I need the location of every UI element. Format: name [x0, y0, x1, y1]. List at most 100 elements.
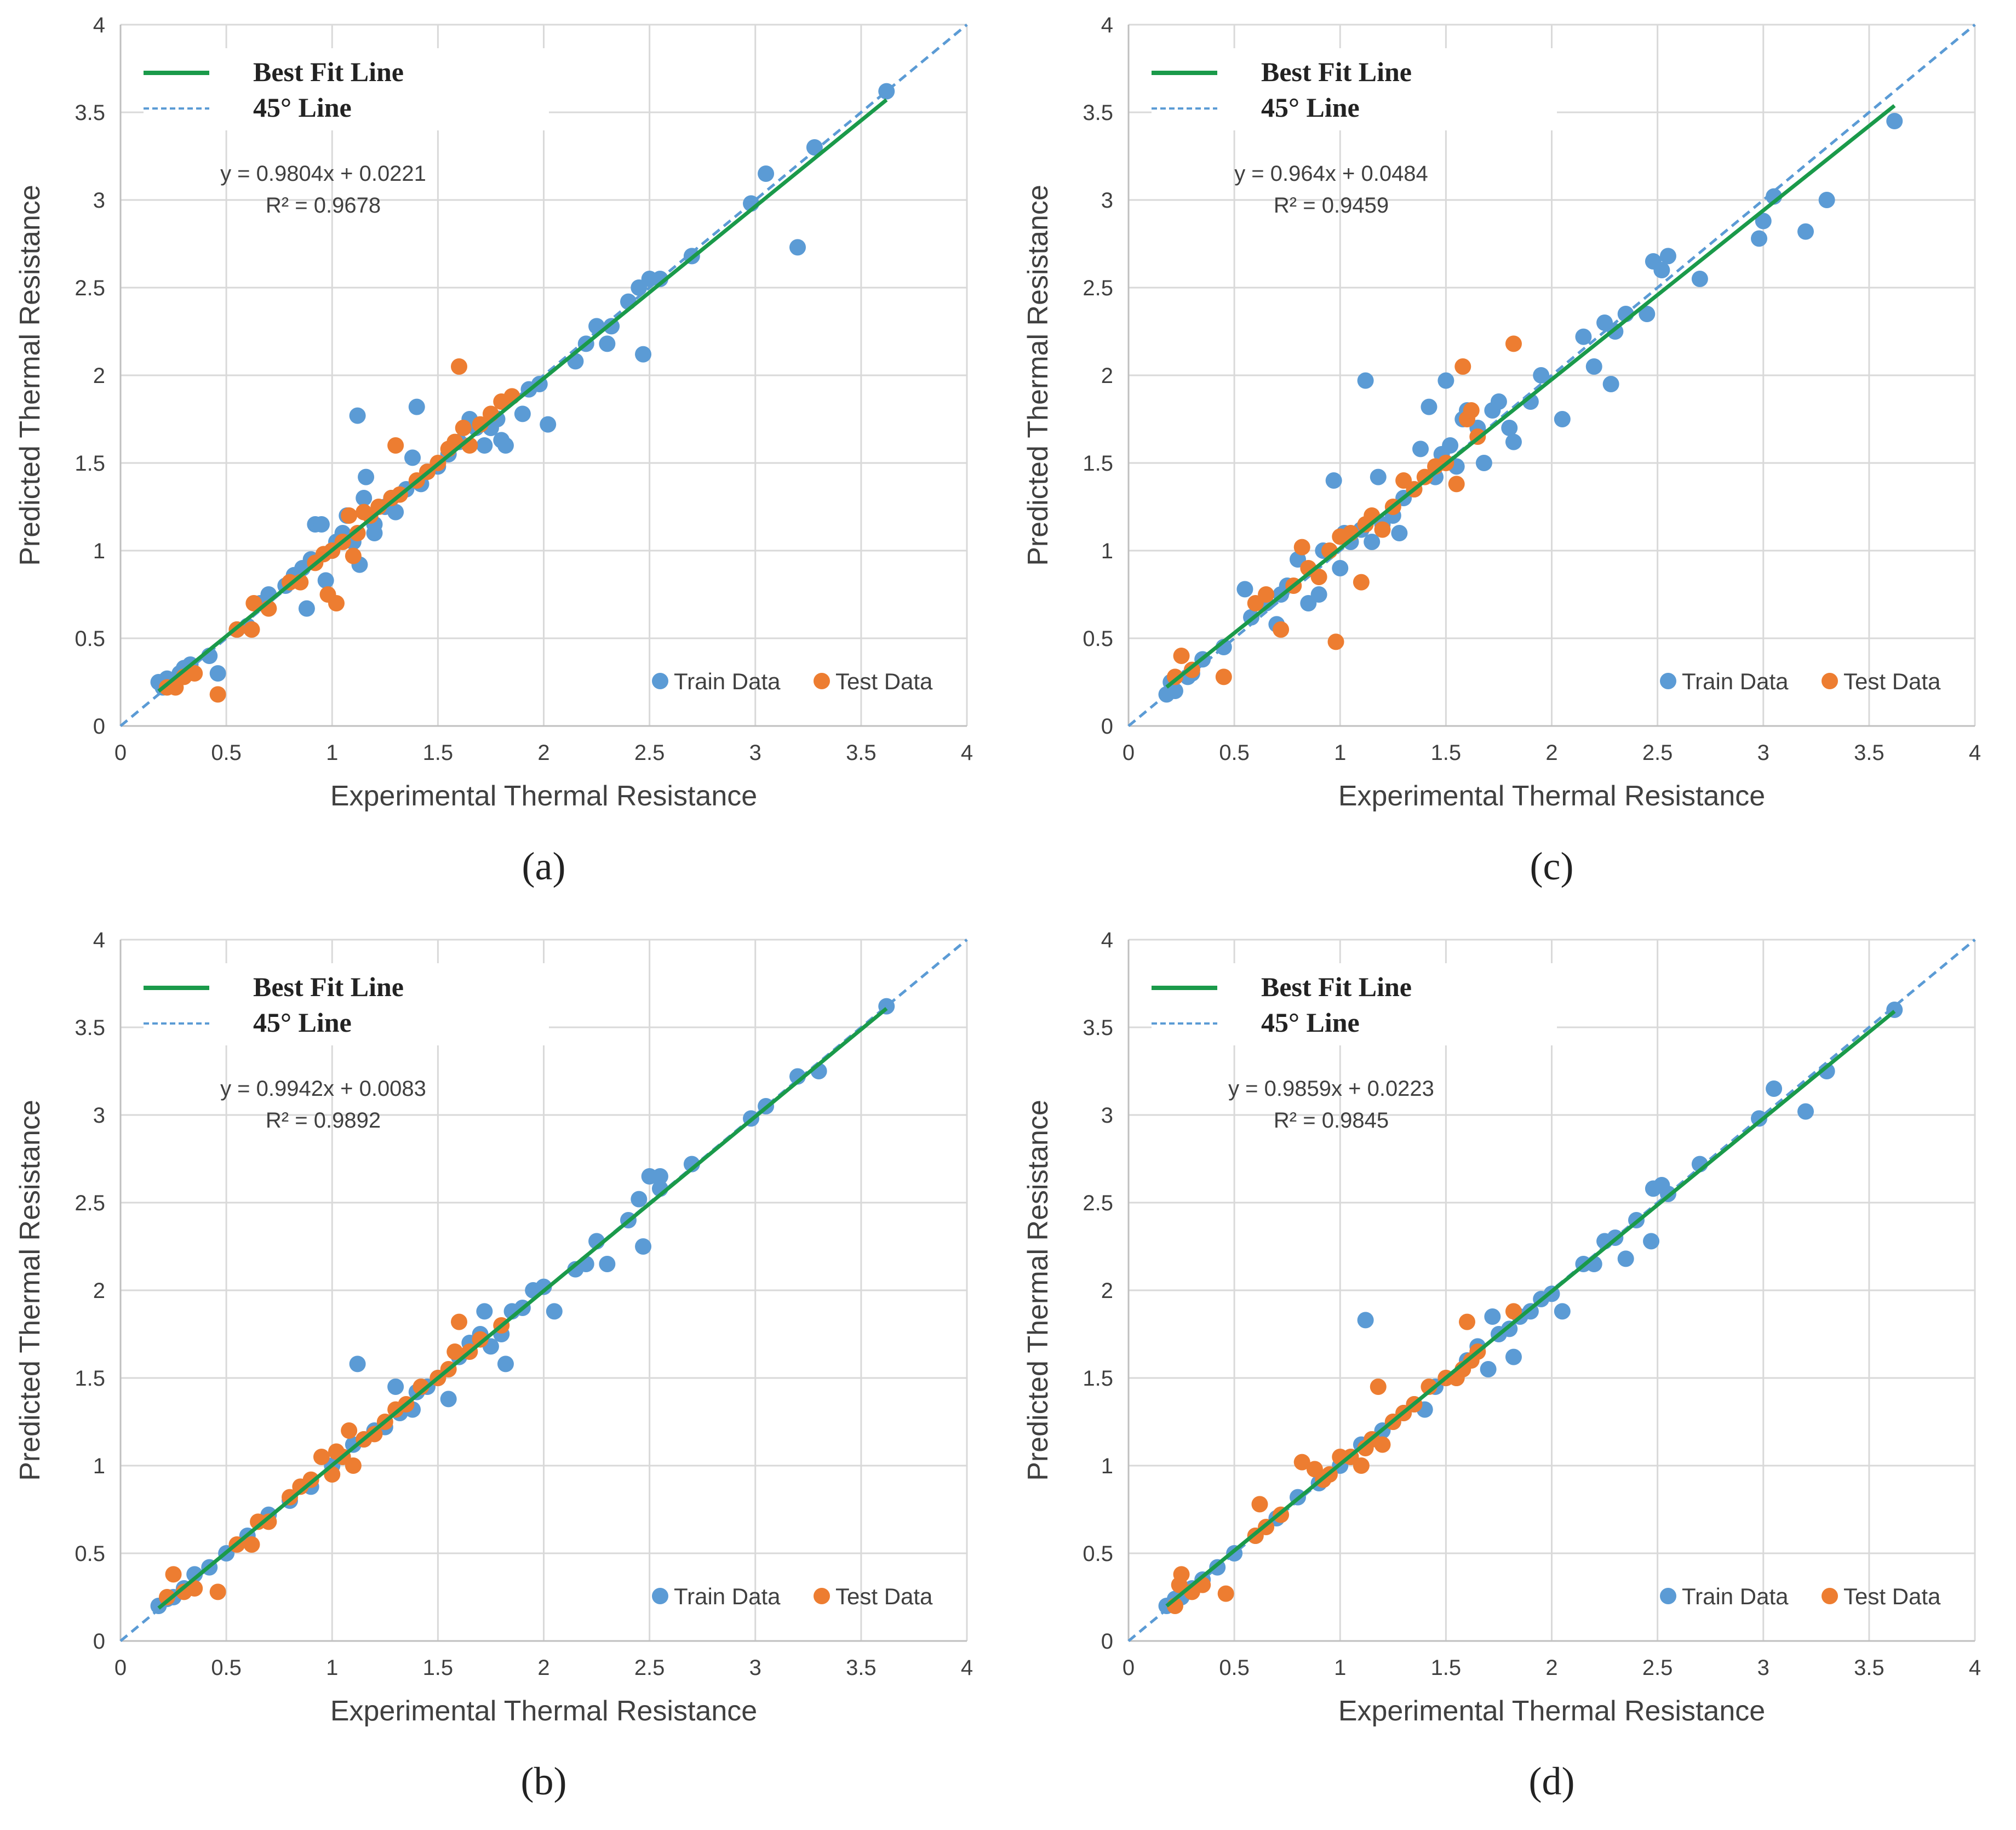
best-fit-line [1165, 1010, 1896, 1608]
y-tick-label: 3.5 [1083, 1016, 1113, 1040]
legend-test-marker [1822, 1588, 1838, 1604]
y-tick-label: 3 [1101, 1103, 1113, 1128]
y-tick-label: 1.5 [1083, 1366, 1113, 1391]
x-tick-label: 4 [1969, 1656, 1981, 1680]
y-tick-label: 1.5 [75, 1366, 105, 1391]
test-point [1251, 1496, 1268, 1513]
y-tick-label: 4 [1101, 928, 1113, 952]
y-tick-label: 1.5 [1083, 451, 1113, 476]
x-tick-label: 2.5 [1642, 1656, 1673, 1680]
train-point [631, 1191, 648, 1208]
train-point [878, 83, 895, 100]
legend-box [144, 963, 549, 1045]
chart-panel-d: 0 0.5 1 1.5 2 2.5 3 3.5 4 0 0.5 1 1.5 2 2.5 3 3.5 4 Experi… [1008, 915, 2016, 1830]
legend-test-label: Test Data [835, 1583, 933, 1609]
train-point [1643, 1233, 1660, 1250]
test-point [451, 358, 467, 375]
legend-best-fit-label: Best Fit Line [253, 56, 404, 87]
train-point [209, 665, 226, 682]
x-tick-label: 1.5 [1431, 1656, 1462, 1680]
x-tick-label: 3.5 [1854, 1656, 1885, 1680]
x-axis-title: Experimental Thermal Resistance [330, 1695, 757, 1727]
train-point [535, 1278, 552, 1295]
train-point [387, 504, 404, 521]
train-point [1659, 248, 1676, 265]
test-point [345, 547, 362, 564]
x-tick-label: 3 [749, 1656, 761, 1680]
x-tick-label: 1.5 [423, 741, 454, 765]
y-tick-label: 3.5 [1083, 101, 1113, 125]
train-point [366, 525, 383, 541]
test-point [349, 525, 366, 541]
test-point [1374, 521, 1391, 538]
train-point [1751, 1110, 1768, 1127]
test-point [341, 507, 358, 524]
test-point [1448, 476, 1465, 493]
train-point [599, 1256, 616, 1272]
train-point [651, 271, 668, 287]
y-tick-label: 3.5 [75, 101, 105, 125]
test-point [1353, 574, 1370, 591]
x-tick-label: 1 [1334, 741, 1346, 765]
panel-caption: (b) [521, 1759, 567, 1803]
fit-equation: y = 0.964x + 0.0484 [1234, 162, 1428, 186]
train-point [1421, 398, 1437, 415]
test-point [446, 1343, 463, 1360]
test-point [1421, 1379, 1437, 1395]
test-point [387, 437, 404, 454]
best-fit-line [157, 98, 888, 693]
test-point [1505, 1303, 1522, 1320]
fit-equation: y = 0.9804x + 0.0221 [220, 162, 426, 186]
y-tick-label: 1 [93, 539, 105, 563]
train-point [349, 1356, 366, 1372]
train-point [540, 416, 557, 433]
y-tick-label: 0.5 [1083, 1542, 1113, 1566]
y-tick-label: 0.5 [1083, 627, 1113, 651]
x-tick-label: 0 [1122, 741, 1135, 765]
x-tick-label: 0 [114, 1656, 127, 1680]
test-point [366, 1426, 383, 1443]
y-tick-label: 0 [93, 714, 105, 739]
legend-train-label: Train Data [674, 668, 781, 694]
panel-caption: (c) [1530, 844, 1574, 888]
train-point [1818, 192, 1835, 208]
fit-r-squared: R² = 0.9678 [266, 193, 381, 218]
train-point [1357, 1312, 1374, 1329]
y-axis-title: Predicted Thermal Resistance [1022, 1100, 1054, 1481]
test-point [1293, 539, 1310, 556]
legend-best-fit-label: Best Fit Line [1261, 971, 1412, 1002]
x-tick-label: 3.5 [846, 741, 877, 765]
y-tick-label: 2 [93, 364, 105, 388]
train-point [358, 468, 375, 485]
train-point [1818, 1063, 1835, 1079]
legend-diagonal-label: 45° Line [253, 1007, 352, 1038]
fit-r-squared: R² = 0.9892 [266, 1108, 381, 1133]
y-tick-label: 2 [1101, 1279, 1113, 1303]
train-point [1310, 586, 1327, 603]
test-point [243, 621, 260, 638]
train-point [1554, 411, 1571, 427]
chart-panel-b: 0 0.5 1 1.5 2 2.5 3 3.5 4 0 0.5 1 1.5 2 2.5 3 3.5 4 Experi… [0, 915, 1008, 1830]
fit-r-squared: R² = 0.9845 [1274, 1108, 1389, 1133]
x-tick-label: 4 [1969, 741, 1981, 765]
train-point [1766, 1080, 1783, 1097]
x-axis-title: Experimental Thermal Resistance [1338, 1695, 1765, 1727]
x-tick-label: 2.5 [1642, 741, 1673, 765]
x-tick-label: 0 [114, 741, 127, 765]
train-point [1797, 223, 1814, 240]
train-point [356, 490, 373, 506]
x-tick-label: 0.5 [1219, 1656, 1250, 1680]
x-tick-label: 3.5 [1854, 741, 1885, 765]
train-point [1575, 328, 1592, 345]
panel-caption: (a) [522, 844, 566, 888]
test-point [186, 665, 203, 682]
y-axis-title: Predicted Thermal Resistance [1022, 185, 1054, 566]
train-point [546, 1303, 563, 1320]
train-point [1585, 358, 1602, 375]
legend-best-fit-label: Best Fit Line [253, 971, 404, 1002]
y-tick-label: 1 [93, 1454, 105, 1478]
train-point [1755, 213, 1772, 230]
train-point [635, 1238, 652, 1255]
test-point [1353, 1457, 1370, 1474]
train-point [1617, 1250, 1634, 1267]
